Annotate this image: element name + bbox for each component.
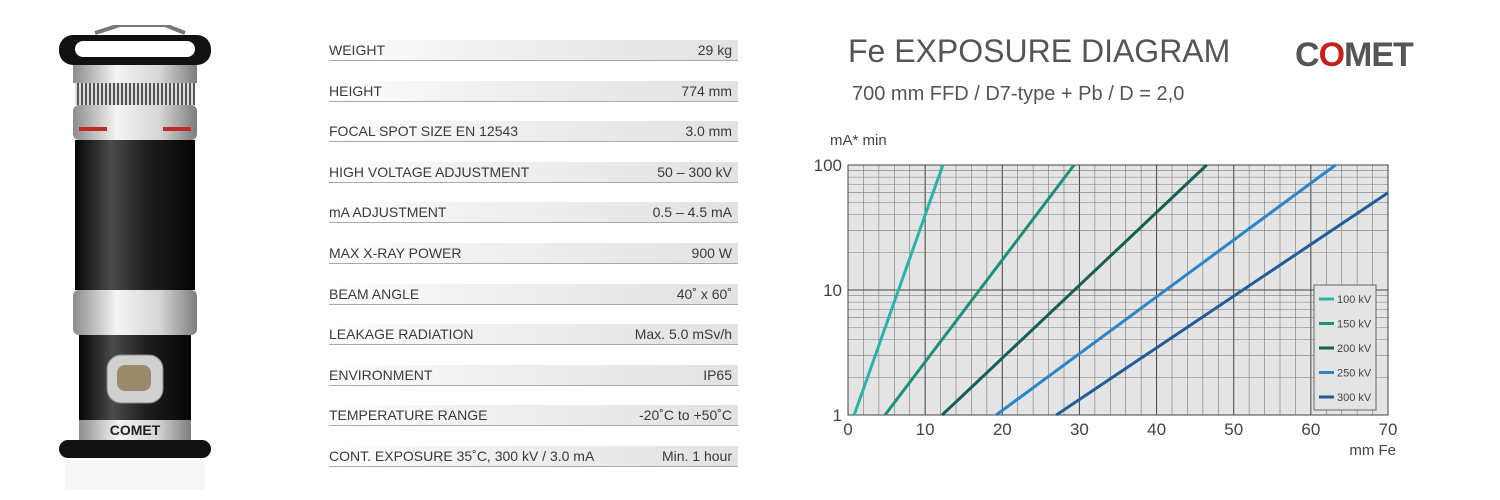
spec-value: Min. 1 hour <box>661 447 732 464</box>
x-axis-label: mm Fe <box>1349 442 1396 459</box>
product-brand-label: COMET <box>110 422 161 438</box>
y-axis-label: mA* min <box>830 132 887 149</box>
y-tick-label: 10 <box>823 281 842 300</box>
chart-title: Fe EXPOSURE DIAGRAM <box>848 33 1231 69</box>
spec-value: -20˚C to +50˚C <box>639 407 732 424</box>
spec-value: 40˚ x 60˚ <box>676 285 732 302</box>
spec-label: FOCAL SPOT SIZE EN 12543 <box>329 123 519 140</box>
spec-table: WEIGHT 29 kg HEIGHT 774 mm FOCAL SPOT SIZE E… <box>329 40 738 487</box>
spec-label: BEAM ANGLE <box>329 285 420 302</box>
spec-row: ENVIRONMENT IP65 <box>329 364 738 386</box>
spec-row: HEIGHT 774 mm <box>329 80 738 102</box>
x-tick-label: 30 <box>1070 420 1089 439</box>
spec-row: MAX X-RAY POWER 900 W <box>329 242 738 264</box>
y-tick-label: 1 <box>833 406 842 425</box>
spec-label: HEIGHT <box>329 82 382 99</box>
spec-label: TEMPERATURE RANGE <box>329 407 488 424</box>
x-tick-label: 0 <box>843 420 852 439</box>
series-line-150kv <box>883 164 1076 416</box>
y-tick-label: 100 <box>814 156 842 175</box>
plot-frame <box>847 164 1389 416</box>
xray-tube-product-image: COMET <box>59 25 211 490</box>
exposure-chart: 0 10 20 30 40 50 60 70 1 10 100 mA* min mm Fe 100 kV… <box>814 132 1398 459</box>
spec-label: HIGH VOLTAGE ADJUSTMENT <box>329 163 530 180</box>
spec-value: 29 kg <box>697 42 732 58</box>
spec-row: FOCAL SPOT SIZE EN 12543 3.0 mm <box>329 121 738 143</box>
spec-row: WEIGHT 29 kg <box>329 40 738 61</box>
spec-row: CONT. EXPOSURE 35˚C, 300 kV / 3.0 mA Min.… <box>329 445 738 467</box>
spec-label: ENVIRONMENT <box>329 366 433 383</box>
legend-label: 150 kV <box>1337 319 1372 331</box>
logo-letters-end: MET <box>1344 36 1414 74</box>
x-tick-label: 60 <box>1301 420 1320 439</box>
legend-label: 100 kV <box>1337 294 1372 306</box>
legend-label: 200 kV <box>1337 343 1372 355</box>
chart-series <box>852 163 1389 417</box>
spec-label: mA ADJUSTMENT <box>329 204 447 221</box>
logo-letter-o: O <box>1318 36 1345 74</box>
legend-label: 300 kV <box>1337 392 1372 404</box>
x-tick-label: 40 <box>1147 420 1166 439</box>
x-tick-label: 10 <box>916 420 935 439</box>
series-line-300kv <box>1055 191 1389 417</box>
spec-value: IP65 <box>703 366 732 383</box>
series-line-100kv <box>852 164 945 416</box>
spec-label: CONT. EXPOSURE 35˚C, 300 kV / 3.0 mA <box>329 447 595 464</box>
spec-row: BEAM ANGLE 40˚ x 60˚ <box>329 283 738 305</box>
spec-row: mA ADJUSTMENT 0.5 – 4.5 mA <box>329 202 738 224</box>
spec-value: 900 W <box>691 244 732 261</box>
series-line-250kv <box>995 163 1337 417</box>
chart-axes: 0 10 20 30 40 50 60 70 1 10 100 mA* min mm Fe <box>814 132 1398 459</box>
spec-label: WEIGHT <box>329 42 385 58</box>
x-tick-label: 70 <box>1379 420 1398 439</box>
spec-label: LEAKAGE RADIATION <box>329 326 474 343</box>
spec-value: 50 – 300 kV <box>657 163 732 180</box>
series-line-200kv <box>941 163 1208 417</box>
x-tick-label: 20 <box>993 420 1012 439</box>
spec-value: 3.0 mm <box>685 123 732 140</box>
chart-subtitle: 700 mm FFD / D7-type + Pb / D = 2,0 <box>852 83 1185 105</box>
spec-row: HIGH VOLTAGE ADJUSTMENT 50 – 300 kV <box>329 161 738 183</box>
chart-legend: 100 kV 150 kV 200 kV 250 kV 300 kV <box>1313 284 1377 411</box>
spec-label: MAX X-RAY POWER <box>329 244 462 261</box>
x-tick-label: 50 <box>1224 420 1243 439</box>
spec-row: LEAKAGE RADIATION Max. 5.0 mSv/h <box>329 324 738 346</box>
spec-row: TEMPERATURE RANGE -20˚C to +50˚C <box>329 405 738 427</box>
legend-label: 250 kV <box>1337 368 1372 380</box>
spec-value: Max. 5.0 mSv/h <box>634 326 732 343</box>
brand-logo: COMET <box>1295 36 1414 75</box>
spec-value: 0.5 – 4.5 mA <box>652 204 732 221</box>
logo-letters-start: C <box>1295 36 1320 74</box>
spec-value: 774 mm <box>681 82 732 99</box>
